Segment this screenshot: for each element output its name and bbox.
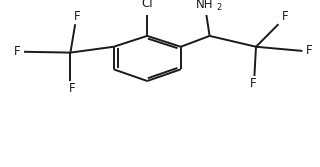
Text: NH: NH	[196, 0, 213, 11]
Text: F: F	[69, 82, 75, 95]
Text: F: F	[282, 10, 288, 23]
Text: F: F	[74, 10, 80, 23]
Text: F: F	[250, 77, 256, 90]
Text: F: F	[14, 45, 21, 58]
Text: Cl: Cl	[141, 0, 153, 10]
Text: F: F	[306, 44, 312, 57]
Text: 2: 2	[217, 3, 222, 12]
